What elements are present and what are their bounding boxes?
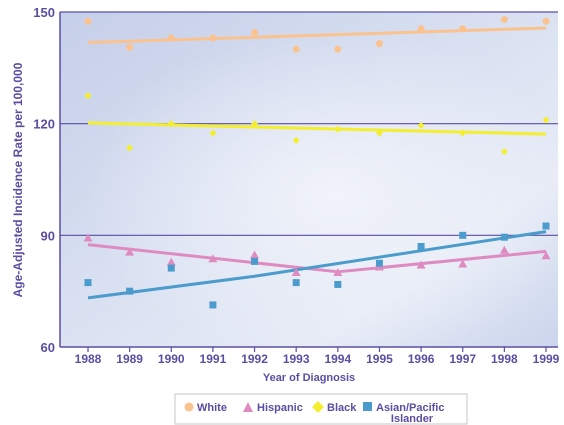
x-tick-label: 1991 xyxy=(200,352,227,366)
x-tick-label: 1989 xyxy=(116,352,143,366)
point-white xyxy=(251,29,258,36)
point-asian-pacific-islander xyxy=(543,223,550,230)
legend: White Hispanic Black Asian/Pacific Islan… xyxy=(175,394,467,425)
x-tick-label: 1994 xyxy=(324,352,351,366)
y-tick-label: 90 xyxy=(41,228,55,243)
x-tick-label: 1999 xyxy=(533,352,560,366)
point-asian-pacific-islander xyxy=(418,243,425,250)
y-tick-label: 150 xyxy=(33,5,55,20)
y-tick-label: 60 xyxy=(41,340,55,355)
point-white xyxy=(376,40,383,47)
point-asian-pacific-islander xyxy=(459,232,466,239)
x-tick-label: 1993 xyxy=(283,352,310,366)
point-asian-pacific-islander xyxy=(209,301,216,308)
point-white xyxy=(459,25,466,32)
point-asian-pacific-islander xyxy=(85,279,92,286)
y-axis-label: Age-Adjusted Incidence Rate per 100,000 xyxy=(11,62,25,297)
x-tick-label: 1990 xyxy=(158,352,185,366)
point-white xyxy=(126,44,133,51)
x-tick-label: 1995 xyxy=(366,352,393,366)
legend-white-label: White xyxy=(197,402,227,414)
plot-glow xyxy=(60,12,558,347)
x-tick-label: 1992 xyxy=(241,352,268,366)
legend-black-label: Black xyxy=(327,402,357,414)
x-axis-label: Year of Diagnosis xyxy=(263,372,355,384)
x-tick-label: 1988 xyxy=(75,352,102,366)
point-white xyxy=(418,25,425,32)
point-asian-pacific-islander xyxy=(501,234,508,241)
point-asian-pacific-islander xyxy=(168,265,175,272)
point-white xyxy=(209,35,216,42)
legend-hispanic-label: Hispanic xyxy=(257,402,303,414)
point-white xyxy=(85,18,92,25)
point-asian-pacific-islander xyxy=(126,288,133,295)
x-tick-label: 1997 xyxy=(449,352,476,366)
legend-asian-label-line2: Islander xyxy=(391,413,434,425)
legend-asian-marker xyxy=(363,402,372,411)
y-tick-label: 120 xyxy=(33,117,55,132)
point-white xyxy=(334,46,341,53)
legend-white-marker xyxy=(185,403,194,412)
point-white xyxy=(168,35,175,42)
point-asian-pacific-islander xyxy=(293,279,300,286)
point-white xyxy=(293,46,300,53)
point-asian-pacific-islander xyxy=(334,281,341,288)
x-tick-label: 1996 xyxy=(408,352,435,366)
x-tick-label: 1998 xyxy=(491,352,518,366)
point-white xyxy=(543,18,550,25)
point-white xyxy=(501,16,508,23)
point-asian-pacific-islander xyxy=(251,258,258,265)
point-asian-pacific-islander xyxy=(376,260,383,267)
